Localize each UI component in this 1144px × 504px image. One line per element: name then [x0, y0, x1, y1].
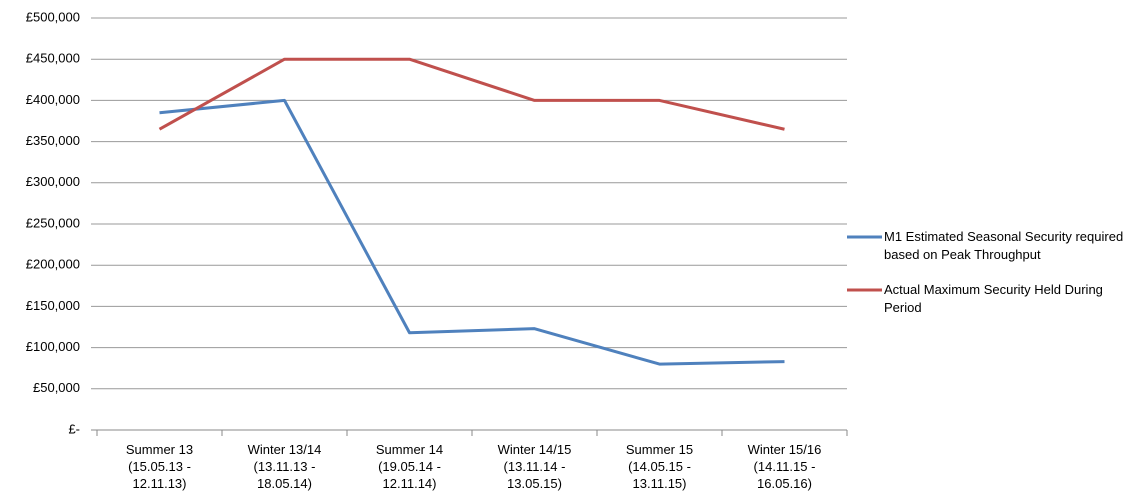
y-tick-label: £50,000 [33, 380, 80, 395]
x-tick-label: Winter 14/15 (13.11.14 - 13.05.15) [497, 442, 572, 491]
legend-label: Actual Maximum Security Held During Peri… [884, 282, 1103, 315]
x-tick-label: Summer 15 (14.05.15 - 13.11.15) [625, 442, 694, 491]
legend-label: M1 Estimated Seasonal Security required … [884, 229, 1124, 262]
y-tick-label: £350,000 [26, 133, 80, 148]
x-tick-label: Summer 13 (15.05.13 - 12.11.13) [125, 442, 194, 491]
y-tick-label: £200,000 [26, 257, 80, 272]
x-tick-label: Winter 13/14 (13.11.13 - 18.05.14) [247, 442, 322, 491]
y-tick-label: £- [68, 421, 80, 436]
series-line [158, 57, 785, 131]
x-tick-label: Winter 15/16 (14.11.15 - 16.05.16) [747, 442, 822, 491]
y-tick-label: £500,000 [26, 9, 80, 24]
y-tick-label: £300,000 [26, 174, 80, 189]
y-tick-label: £400,000 [26, 92, 80, 107]
y-tick-label: £450,000 [26, 51, 80, 66]
y-tick-label: £250,000 [26, 215, 80, 230]
y-tick-label: £100,000 [26, 339, 80, 354]
x-tick-label: Summer 14 (19.05.14 - 12.11.14) [375, 442, 444, 491]
y-tick-label: £150,000 [26, 298, 80, 313]
series-line [159, 98, 785, 366]
